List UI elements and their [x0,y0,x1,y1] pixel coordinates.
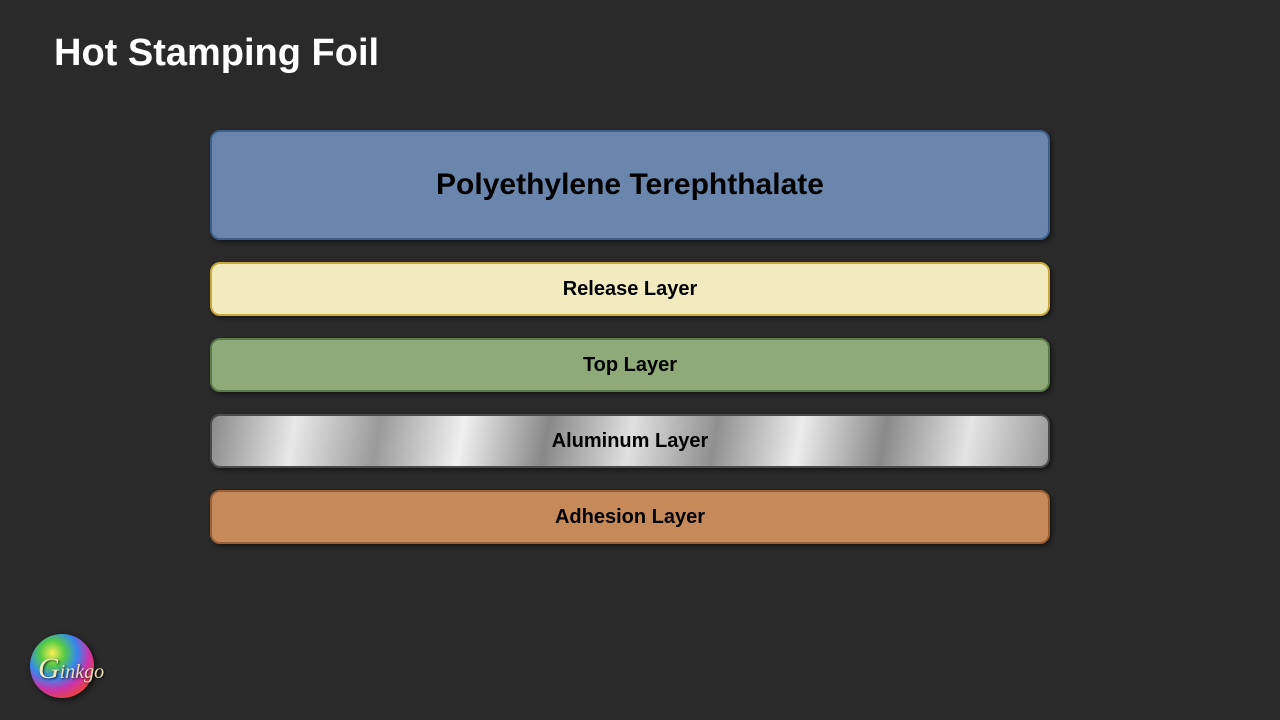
layer-stack: Polyethylene Terephthalate Release Layer… [210,130,1050,544]
layer-pet: Polyethylene Terephthalate [210,130,1050,240]
brand-logo: Ginkgo [30,634,94,698]
layer-aluminum: Aluminum Layer [210,414,1050,468]
page-title: Hot Stamping Foil [54,32,379,75]
layer-top: Top Layer [210,338,1050,392]
layer-label: Adhesion Layer [555,506,705,529]
layer-label: Top Layer [583,354,677,377]
logo-sphere-icon: Ginkgo [30,634,94,698]
logo-initial: G [38,652,60,685]
layer-label: Release Layer [563,278,698,301]
layer-release: Release Layer [210,262,1050,316]
layer-label: Polyethylene Terephthalate [436,168,824,202]
logo-text: Ginkgo [38,652,104,686]
layer-label: Aluminum Layer [552,430,709,453]
logo-word: inkgo [60,661,104,683]
layer-adhesion: Adhesion Layer [210,490,1050,544]
